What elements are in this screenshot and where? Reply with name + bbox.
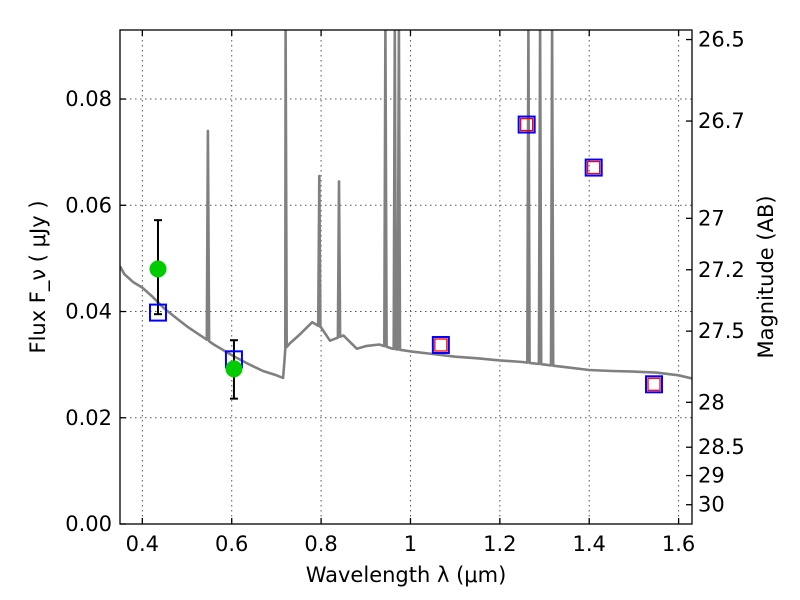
x-tick-label: 0.6 <box>215 532 248 556</box>
x-tick-label: 1 <box>404 532 417 556</box>
x-tick-label: 1.4 <box>573 532 606 556</box>
x-axis-label: Wavelength λ (μm) <box>306 563 507 587</box>
model-point-square <box>148 303 167 322</box>
mag-tick-label: 28.5 <box>698 435 745 459</box>
x-tick-label: 0.8 <box>304 532 337 556</box>
y-tick-label: 0.06 <box>65 193 112 217</box>
axis-tick-labels: 0.4 0.6 0.8 1 1.2 1.4 1.6 0.00 0.02 0.04 0.06 0.08 2… <box>65 28 745 556</box>
axis-ticks <box>120 30 692 525</box>
model-point-inner-square <box>520 117 534 132</box>
y-tick-label: 0.02 <box>65 406 112 430</box>
model-point-inner-square <box>647 377 661 391</box>
y-axis-label: Flux F_ν ( μJy ) <box>26 200 51 353</box>
model-point-inner-square <box>587 160 601 175</box>
mag-tick-label: 27.5 <box>698 319 745 343</box>
y2-axis-label: Magnitude (AB) <box>754 195 778 358</box>
x-tick-label: 1.2 <box>483 532 516 556</box>
mag-tick-label: 27.2 <box>698 258 745 282</box>
y-tick-label: 0.04 <box>65 300 112 324</box>
mag-tick-label: 30 <box>698 493 725 517</box>
template-spectrum-line <box>120 30 692 380</box>
y-tick-label: 0.00 <box>65 512 112 536</box>
x-tick-label: 1.6 <box>662 532 695 556</box>
plot-frame <box>119 29 693 525</box>
mag-tick-label: 27 <box>698 206 725 230</box>
mag-tick-label: 26.5 <box>698 28 745 52</box>
plot-area <box>120 30 692 400</box>
observed-point <box>149 260 167 278</box>
x-tick-label: 0.4 <box>126 532 159 556</box>
mag-tick-label: 29 <box>698 464 725 488</box>
y-tick-label: 0.08 <box>65 87 112 111</box>
model-point-square <box>431 335 450 354</box>
model-point-square <box>517 115 536 134</box>
grid-lines <box>120 30 692 524</box>
model-point-inner-square <box>434 338 448 352</box>
model-point-square <box>645 375 664 394</box>
model-point-square <box>584 158 603 177</box>
observed-point <box>225 360 243 378</box>
mag-tick-label: 28 <box>698 390 725 414</box>
mag-tick-label: 26.7 <box>698 109 745 133</box>
